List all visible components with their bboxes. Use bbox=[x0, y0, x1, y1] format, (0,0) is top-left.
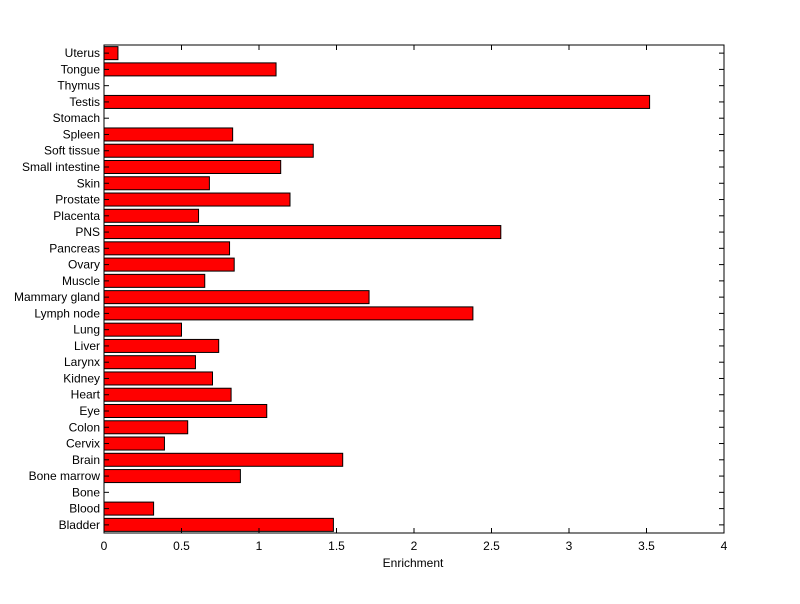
bar bbox=[103, 436, 165, 451]
x-tick-label: 2.5 bbox=[483, 539, 500, 553]
x-tick-label: 0.5 bbox=[173, 539, 190, 553]
y-tick-label: Muscle bbox=[62, 274, 100, 288]
y-tick-label: Small intestine bbox=[22, 160, 100, 174]
bar bbox=[103, 306, 474, 321]
y-tick-label: Tongue bbox=[61, 62, 101, 76]
bar bbox=[103, 176, 210, 191]
y-tick-label: Thymus bbox=[57, 79, 100, 93]
bar bbox=[103, 225, 502, 240]
y-tick-label: Testis bbox=[69, 95, 100, 109]
y-tick-label: Lymph node bbox=[34, 306, 100, 320]
y-tick-label: Bone bbox=[72, 485, 100, 499]
x-axis-label: Enrichment bbox=[383, 556, 444, 570]
y-tick-label: Colon bbox=[69, 420, 100, 434]
bar bbox=[103, 371, 213, 386]
bar bbox=[103, 290, 370, 305]
y-tick-label: Spleen bbox=[63, 127, 100, 141]
bar bbox=[103, 192, 291, 207]
y-tick-label: Lung bbox=[73, 323, 100, 337]
bar bbox=[103, 159, 282, 175]
x-tick-label: 3.5 bbox=[638, 539, 655, 553]
y-tick-label: Bone marrow bbox=[29, 469, 101, 483]
x-tick-label: 1 bbox=[256, 539, 263, 553]
bar bbox=[103, 452, 344, 467]
y-tick-label: Blood bbox=[69, 502, 100, 516]
y-tick-labels: Uterus Tongue Thymus Testis Stomach Spleen Sof… bbox=[14, 46, 101, 532]
x-tick-label: 2 bbox=[411, 539, 418, 553]
y-tick-label: Stomach bbox=[53, 111, 100, 125]
y-tick-label: Heart bbox=[71, 388, 101, 402]
x-tick-label: 4 bbox=[721, 539, 728, 553]
bar bbox=[103, 257, 235, 272]
bar bbox=[103, 387, 232, 402]
y-tick-label: Uterus bbox=[65, 46, 100, 60]
y-tick-label: Kidney bbox=[63, 371, 100, 385]
y-tick-label: Cervix bbox=[66, 437, 100, 451]
bar bbox=[103, 338, 220, 353]
x-tick-label: 1.5 bbox=[328, 539, 345, 553]
y-tick-label: Brain bbox=[72, 453, 100, 467]
bar bbox=[103, 94, 651, 109]
bar bbox=[103, 62, 277, 77]
bar bbox=[103, 273, 206, 288]
bar bbox=[103, 469, 241, 484]
y-tick-label: Prostate bbox=[55, 193, 100, 207]
bar bbox=[103, 143, 314, 158]
y-tick-label: Mammary gland bbox=[14, 290, 100, 304]
x-tick-label: 3 bbox=[566, 539, 573, 553]
y-tick-label: Pancreas bbox=[49, 241, 100, 255]
y-tick-label: Ovary bbox=[68, 258, 100, 272]
bar bbox=[103, 322, 182, 337]
x-tick-label: 0 bbox=[101, 539, 108, 553]
bar bbox=[103, 517, 334, 532]
bar bbox=[103, 501, 155, 516]
bar bbox=[103, 355, 196, 370]
bar bbox=[103, 241, 231, 256]
y-tick-label: Liver bbox=[74, 339, 100, 353]
bar bbox=[103, 420, 189, 435]
bar bbox=[103, 403, 268, 418]
y-tick-label: Eye bbox=[79, 404, 100, 418]
bar bbox=[103, 208, 200, 223]
y-tick-label: Soft tissue bbox=[44, 144, 100, 158]
y-tick-label: Bladder bbox=[59, 518, 100, 532]
y-tick-label: Skin bbox=[77, 176, 100, 190]
y-tick-label: Placenta bbox=[53, 209, 100, 223]
y-tick-label: Larynx bbox=[64, 355, 100, 369]
x-tick-labels: 0 0.5 1 1.5 2 2.5 3 3.5 4 bbox=[101, 539, 728, 553]
ticks-layer bbox=[103, 45, 725, 533]
bar bbox=[103, 127, 234, 142]
bars-layer bbox=[103, 46, 651, 532]
y-tick-label: PNS bbox=[75, 225, 100, 239]
